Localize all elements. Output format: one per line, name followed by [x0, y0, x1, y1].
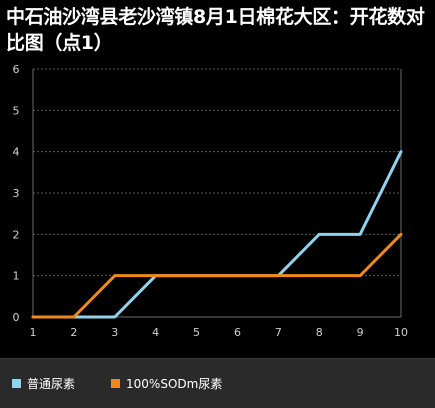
y-tick-label-3: 3: [13, 187, 20, 200]
x-tick-label-4: 4: [152, 326, 159, 339]
legend-label-series-0: 普通尿素: [27, 377, 76, 391]
legend: 普通尿素 100%SODm尿素: [0, 358, 435, 408]
x-tick-label-6: 6: [234, 326, 241, 339]
x-tick-label-7: 7: [275, 326, 282, 339]
y-tick-label-6: 6: [13, 63, 20, 76]
grid-lines: [33, 68, 401, 277]
y-tick-label-2: 2: [13, 228, 20, 241]
series-line-1: [31, 232, 403, 319]
legend-item-series-0[interactable]: 普通尿素: [12, 375, 75, 392]
x-tick-label-10: 10: [394, 326, 408, 339]
legend-swatch-series-1: [111, 379, 121, 388]
x-tick-label-3: 3: [111, 326, 118, 339]
x-tick-label-8: 8: [316, 326, 323, 339]
y-tick-label-1: 1: [13, 270, 20, 283]
legend-swatch-series-0: [12, 379, 21, 388]
y-tick-label-5: 5: [13, 104, 20, 117]
legend-label-series-1: 100%SODm尿素: [126, 377, 223, 391]
x-tick-label-2: 2: [70, 326, 77, 339]
y-tick-label-0: 0: [13, 311, 20, 324]
legend-item-series-1[interactable]: 100%SODm尿素: [111, 375, 222, 392]
x-tick-label-9: 9: [357, 326, 364, 339]
x-tick-label-1: 1: [30, 326, 37, 339]
y-tick-labels: 0 1 2 3 4 5 6: [13, 63, 20, 324]
y-tick-label-4: 4: [13, 146, 20, 159]
chart-title: 中石油沙湾县老沙湾镇8月1日棉花大区：开花数对比图（点1）: [6, 6, 425, 54]
x-tick-label-5: 5: [193, 326, 200, 339]
x-tick-labels: 1 2 3 4 5 6 7 8 9 10: [30, 326, 409, 339]
series-lines: [31, 150, 403, 319]
